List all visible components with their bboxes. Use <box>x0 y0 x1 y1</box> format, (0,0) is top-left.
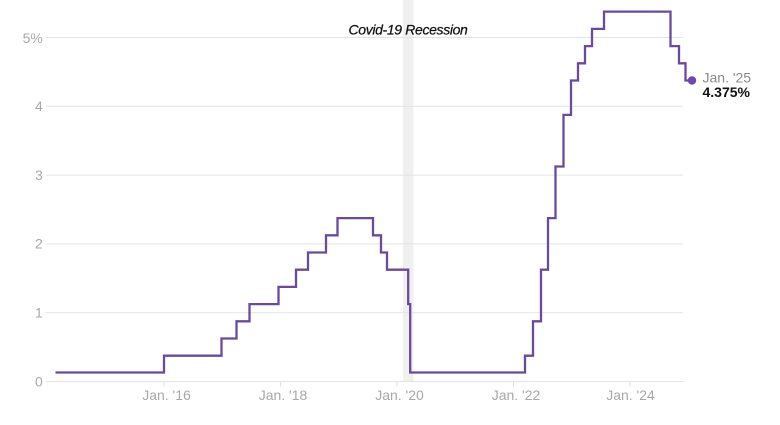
svg-text:0: 0 <box>35 373 43 389</box>
svg-text:4.375%: 4.375% <box>703 84 751 100</box>
svg-text:3: 3 <box>35 167 43 183</box>
svg-text:Jan. '16: Jan. '16 <box>142 387 191 403</box>
svg-text:Jan. '18: Jan. '18 <box>259 387 308 403</box>
svg-text:4: 4 <box>35 98 43 114</box>
svg-text:Jan. '25: Jan. '25 <box>703 69 752 85</box>
svg-text:Jan. '22: Jan. '22 <box>492 387 541 403</box>
svg-text:1: 1 <box>35 305 43 321</box>
svg-text:Jan. '24: Jan. '24 <box>606 387 655 403</box>
svg-text:Covid-19 Recession: Covid-19 Recession <box>349 22 469 38</box>
svg-text:Jan. '20: Jan. '20 <box>375 387 424 403</box>
svg-text:5%: 5% <box>23 30 43 46</box>
svg-text:2: 2 <box>35 236 43 252</box>
